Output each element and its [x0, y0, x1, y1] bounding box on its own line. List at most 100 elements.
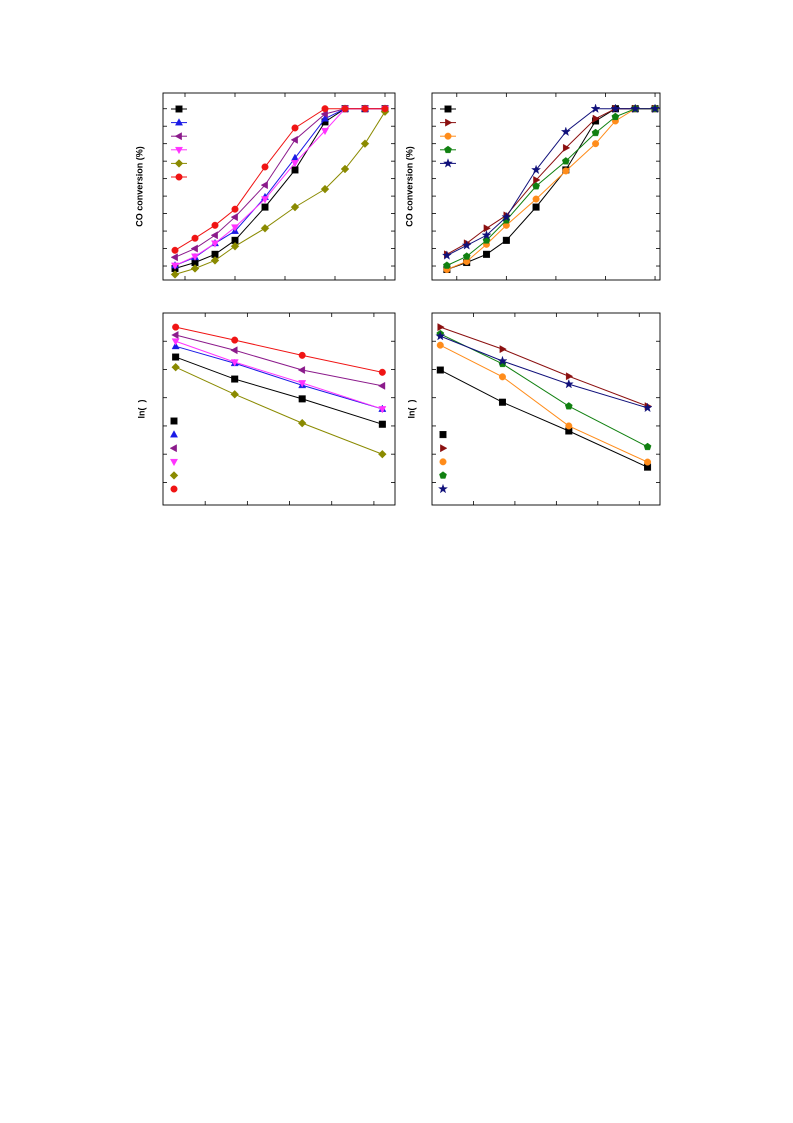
data-point [191, 234, 199, 242]
data-point [611, 112, 620, 121]
series-line [440, 335, 648, 409]
y-axis-label: ln( ) [406, 400, 416, 419]
data-point [502, 236, 510, 244]
data-point [483, 250, 491, 258]
plot-frame [162, 312, 396, 506]
data-point [360, 139, 370, 148]
data-point [630, 103, 641, 113]
series-line [440, 369, 648, 468]
series-line [446, 108, 656, 266]
plot-frame [162, 92, 396, 281]
data-point [231, 375, 239, 383]
legend-marker [445, 118, 453, 127]
data-point [565, 422, 573, 430]
legend-entry [440, 132, 456, 140]
data-point [532, 182, 540, 190]
data-point [564, 402, 573, 410]
data-point [231, 224, 239, 232]
legend-marker [170, 458, 178, 467]
data-point [642, 402, 653, 413]
series-line [175, 334, 383, 387]
data-point [499, 345, 507, 354]
data-point [261, 196, 269, 204]
series-line [175, 326, 383, 373]
legend-marker [439, 471, 447, 479]
data-point [171, 246, 179, 254]
data-point [230, 359, 239, 367]
y-axis-label: CO conversion (%) [404, 146, 414, 227]
legend-entry [440, 444, 448, 453]
data-point [497, 355, 508, 366]
data-point [378, 420, 386, 428]
data-point [172, 323, 180, 331]
y-axis-label: CO conversion (%) [134, 146, 144, 227]
legend-entry [440, 118, 456, 127]
legend-entry [440, 158, 456, 168]
series-line [174, 108, 385, 266]
data-point [230, 242, 240, 251]
legend-entry [169, 444, 177, 453]
series-line [440, 333, 648, 448]
data-point [501, 211, 512, 222]
data-point [321, 127, 329, 136]
data-point [377, 381, 386, 390]
data-point [462, 252, 471, 260]
legend-entry [171, 105, 187, 113]
data-point [443, 261, 451, 269]
series-line [440, 344, 648, 463]
data-point [297, 366, 306, 375]
legend-marker [174, 132, 182, 141]
data-point [211, 221, 219, 229]
data-point [171, 331, 179, 339]
data-point [261, 203, 269, 211]
chart-panel: ln( ) [136, 312, 396, 506]
data-point [321, 105, 329, 113]
data-point [230, 390, 239, 399]
data-point [378, 368, 386, 376]
chart-panel: CO conversion (%) [404, 92, 661, 281]
legend-entry [170, 430, 178, 438]
data-point [436, 366, 444, 374]
data-point [592, 114, 600, 123]
data-point [560, 126, 571, 137]
data-point [531, 164, 542, 175]
data-point [481, 230, 492, 240]
legend-entry [171, 118, 187, 126]
legend-entry [439, 471, 447, 479]
legend-entry [171, 132, 187, 141]
series-line [446, 108, 656, 270]
data-point [297, 418, 307, 428]
data-point [171, 338, 180, 346]
data-point [592, 140, 600, 148]
data-point [172, 353, 180, 361]
series-line [175, 366, 383, 455]
data-point [498, 373, 506, 381]
data-point [291, 166, 299, 174]
data-point [231, 336, 239, 344]
y-axis-label: ln( ) [136, 400, 146, 419]
series-line [175, 345, 383, 410]
legend-marker [175, 173, 183, 181]
legend-entry [171, 146, 187, 155]
legend-marker [169, 471, 179, 480]
legend-entry [170, 458, 178, 467]
legend-marker [439, 458, 447, 466]
data-point [298, 351, 306, 359]
data-point [381, 105, 389, 113]
series-line [175, 356, 383, 425]
data-point [378, 449, 387, 459]
data-point [532, 195, 540, 203]
data-point [298, 395, 306, 403]
legend-marker [169, 444, 177, 453]
data-point [171, 262, 179, 270]
series-line [175, 340, 383, 410]
legend-entry [439, 458, 447, 466]
series-line [446, 108, 656, 255]
legend-entry [170, 485, 178, 493]
series-line [446, 108, 656, 270]
chart-panel: ln( ) [406, 312, 661, 506]
chart-panel: CO conversion (%) [134, 92, 396, 281]
data-point [561, 157, 570, 165]
